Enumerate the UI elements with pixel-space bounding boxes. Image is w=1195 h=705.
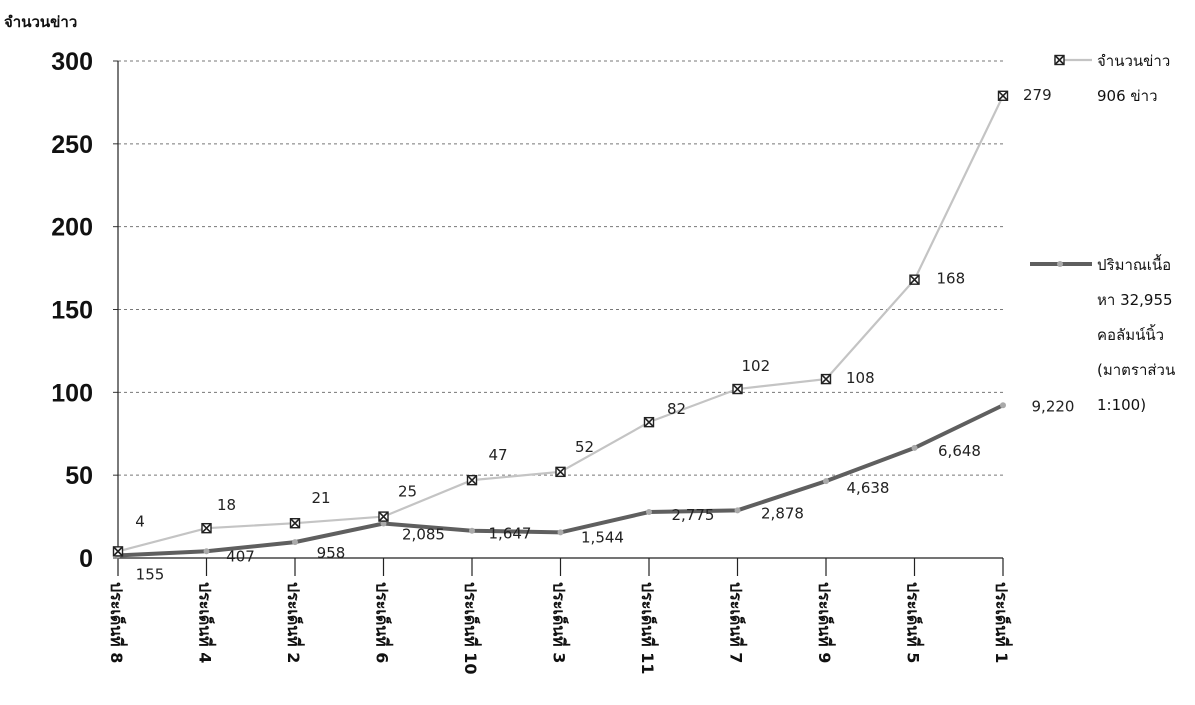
- x-tick-label: ประเด็นที่ 9: [815, 582, 836, 663]
- data-label-content-volume: 2,085: [402, 525, 445, 543]
- data-point-content-volume: [469, 527, 475, 534]
- data-point-news-count-x: [643, 417, 655, 428]
- x-tick-label: ประเด็นที่ 7: [727, 582, 748, 663]
- data-label-content-volume: 1,544: [581, 528, 624, 546]
- data-point-content-volume: [823, 478, 829, 485]
- data-point-news-count-x: [466, 475, 478, 486]
- y-tick-label: 250: [51, 131, 93, 159]
- x-tick-label: ประเด็นที่ 11: [638, 582, 659, 675]
- y-tick-label: 100: [51, 379, 93, 407]
- data-label-content-volume: 2,878: [761, 504, 804, 522]
- data-label-content-volume: 6,648: [938, 442, 981, 460]
- legend-label-content-volume: ปริมาณเนื้อ: [1097, 254, 1171, 274]
- data-label-news-count: 279: [1023, 86, 1052, 104]
- data-label-content-volume: 958: [317, 544, 346, 562]
- data-label-content-volume: 155: [136, 565, 165, 583]
- data-point-content-volume: [557, 529, 564, 536]
- x-tick-label: ประเด็นที่ 3: [550, 582, 571, 663]
- data-label-news-count: 108: [846, 369, 875, 387]
- legend-marker-content-volume: [1057, 261, 1063, 267]
- data-point-news-count-x: [820, 374, 832, 385]
- legend-label-news-count: จำนวนข่าว: [1097, 52, 1170, 70]
- data-label-content-volume: 9,220: [1032, 397, 1075, 415]
- data-label-content-volume: 4,638: [847, 479, 890, 497]
- data-label-news-count: 52: [575, 438, 594, 456]
- data-label-news-count: 102: [742, 357, 771, 375]
- legend-label-content-volume: (มาตราส่วน: [1097, 361, 1175, 379]
- x-tick-label: ประเด็นที่ 8: [107, 582, 128, 663]
- x-tick-label: ประเด็นที่ 6: [373, 582, 394, 663]
- y-tick-label: 50: [65, 462, 93, 490]
- data-label-content-volume: 407: [226, 547, 255, 565]
- data-point-news-count-x: [378, 511, 389, 522]
- data-point-content-volume: [646, 509, 652, 516]
- y-axis-label: จำนวนข่าว: [4, 13, 77, 31]
- data-point-content-volume: [380, 520, 387, 527]
- data-point-news-count-x: [201, 523, 212, 534]
- data-label-news-count: 168: [937, 270, 966, 288]
- y-tick-label: 150: [51, 297, 93, 325]
- x-tick-label: ประเด็นที่ 1: [992, 582, 1013, 663]
- legend-label-content-volume: คอลัมน์นิ้ว: [1097, 324, 1164, 344]
- data-label-content-volume: 2,775: [672, 506, 715, 524]
- data-point-content-volume: [1000, 402, 1006, 409]
- data-point-content-volume: [734, 507, 741, 514]
- data-label-news-count: 25: [398, 483, 417, 501]
- data-point-content-volume: [292, 539, 298, 546]
- data-point-content-volume: [911, 444, 918, 451]
- y-tick-label: 300: [51, 48, 93, 76]
- data-label-news-count: 4: [135, 512, 145, 530]
- data-label-content-volume: 1,647: [489, 525, 532, 543]
- data-point-news-count-x: [555, 466, 566, 477]
- legend-label-content-volume: 1:100): [1097, 396, 1146, 414]
- data-label-news-count: 47: [488, 446, 507, 464]
- y-tick-label: 200: [51, 214, 93, 242]
- legend-marker-news-count-x: [1054, 54, 1065, 66]
- data-point-news-count-x: [909, 274, 920, 285]
- data-point-news-count-x: [289, 518, 301, 529]
- x-tick-label: ประเด็นที่ 10: [461, 582, 482, 675]
- data-label-news-count: 82: [667, 400, 686, 418]
- x-tick-label: ประเด็นที่ 2: [284, 582, 305, 663]
- y-tick-label: 0: [79, 545, 93, 573]
- x-tick-label: ประเด็นที่ 4: [196, 582, 217, 663]
- data-label-news-count: 21: [311, 489, 330, 507]
- data-point-news-count-x: [997, 90, 1009, 101]
- legend-label-news-count: 906 ข่าว: [1097, 87, 1158, 105]
- x-tick-label: ประเด็นที่ 5: [904, 582, 925, 663]
- data-label-news-count: 18: [217, 496, 236, 514]
- data-point-news-count-x: [732, 383, 743, 395]
- data-point-content-volume: [203, 548, 210, 555]
- legend-label-content-volume: หา 32,955: [1097, 291, 1173, 309]
- data-point-news-count-x: [112, 546, 124, 557]
